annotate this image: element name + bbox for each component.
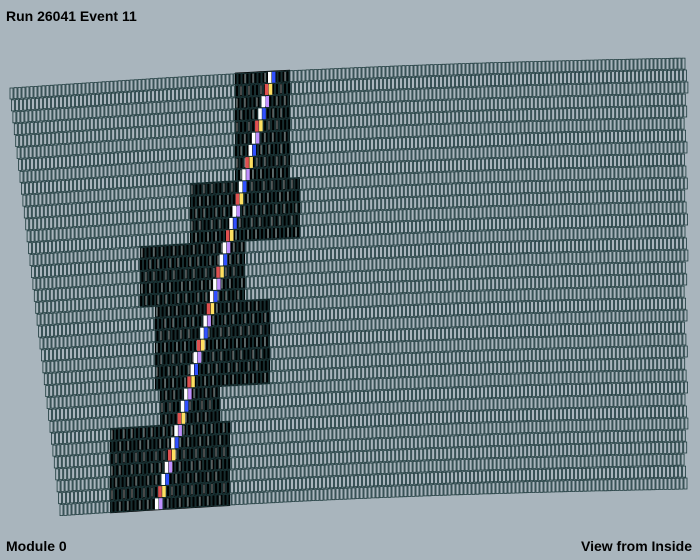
track-cell — [255, 121, 259, 132]
track-cell — [195, 364, 199, 375]
track-cell — [240, 193, 244, 204]
track-cell — [187, 376, 191, 387]
event-display — [0, 0, 700, 560]
track-cell — [197, 340, 201, 351]
track-cell — [185, 401, 189, 412]
track-cell — [172, 449, 176, 460]
track-cell — [178, 425, 182, 436]
track-cell — [233, 218, 237, 229]
track-cell — [191, 376, 195, 387]
track-cell — [229, 218, 233, 229]
track-cell — [262, 96, 266, 107]
track-cell — [211, 303, 215, 314]
track-cell — [239, 181, 243, 192]
run-title: Run 26041 Event 11 — [6, 8, 137, 24]
track-cell — [243, 181, 247, 192]
track-cell — [182, 413, 186, 424]
track-cell — [220, 255, 224, 266]
track-cell — [258, 108, 262, 119]
track-cell — [203, 316, 207, 327]
track-cell — [233, 206, 237, 217]
track-cell — [246, 169, 250, 180]
track-cell — [236, 194, 240, 205]
track-cell — [198, 352, 202, 363]
track-cell — [226, 230, 230, 241]
track-cell — [174, 425, 178, 436]
track-cell — [224, 254, 228, 265]
cell-row — [16, 106, 687, 147]
track-cell — [256, 133, 260, 144]
view-label: View from Inside — [581, 538, 692, 554]
track-cell — [223, 242, 227, 253]
track-cell — [214, 291, 218, 302]
track-cell — [268, 72, 272, 83]
track-cell — [237, 206, 241, 217]
track-cell — [230, 230, 234, 241]
track-cell — [210, 291, 214, 302]
track-cell — [227, 242, 231, 253]
track-cell — [259, 120, 263, 131]
track-cell — [213, 279, 217, 290]
track-cell — [265, 84, 269, 95]
track-cell — [166, 474, 170, 485]
track-cell — [178, 413, 182, 424]
track-cell — [168, 450, 172, 461]
track-cell — [266, 96, 270, 107]
track-cell — [242, 169, 246, 180]
track-cell — [188, 388, 192, 399]
track-cell — [253, 145, 257, 156]
track-cell — [252, 133, 256, 144]
track-cell — [201, 340, 205, 351]
track-cell — [162, 486, 166, 497]
track-cell — [200, 328, 204, 339]
track-cell — [204, 327, 208, 338]
track-cell — [158, 486, 162, 497]
track-cell — [249, 145, 253, 156]
cell-row — [14, 94, 685, 135]
track-cell — [175, 437, 179, 448]
track-cell — [262, 108, 266, 119]
module-label: Module 0 — [6, 538, 67, 554]
track-cell — [249, 157, 253, 168]
track-cell — [217, 279, 221, 290]
track-cell — [181, 401, 185, 412]
track-cell — [155, 498, 159, 509]
track-cell — [207, 315, 211, 326]
track-cell — [171, 437, 175, 448]
track-cell — [272, 72, 276, 83]
track-cell — [159, 498, 163, 509]
track-cell — [220, 267, 224, 278]
track-cell — [191, 364, 195, 375]
page: Run 26041 Event 11 Module 0 View from In… — [0, 0, 700, 560]
track-cell — [245, 157, 249, 168]
track-cell — [169, 462, 173, 473]
track-cell — [269, 84, 273, 95]
track-cell — [165, 462, 169, 473]
track-cell — [194, 352, 198, 363]
track-cell — [184, 389, 188, 400]
track-cell — [207, 303, 211, 314]
track-cell — [162, 474, 166, 485]
track-cell — [216, 267, 220, 278]
